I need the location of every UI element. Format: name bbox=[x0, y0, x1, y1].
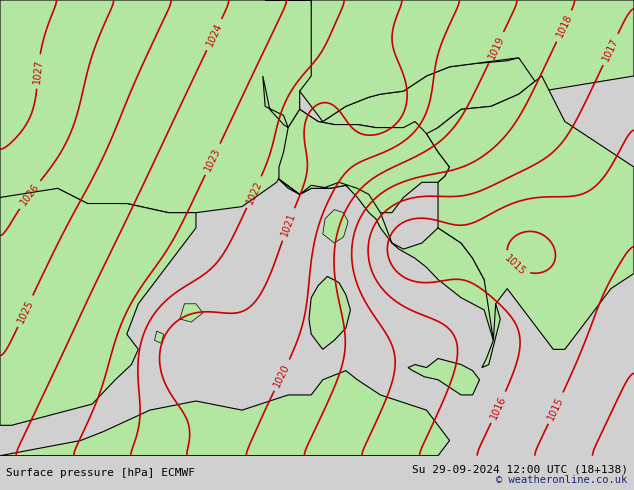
Text: 1023: 1023 bbox=[203, 146, 223, 172]
Text: 1017: 1017 bbox=[601, 36, 620, 63]
Text: Su 29-09-2024 12:00 UTC (18+138): Su 29-09-2024 12:00 UTC (18+138) bbox=[411, 465, 628, 474]
Polygon shape bbox=[408, 359, 479, 395]
Polygon shape bbox=[279, 179, 500, 368]
Text: 1019: 1019 bbox=[486, 34, 506, 61]
Polygon shape bbox=[323, 210, 348, 243]
Polygon shape bbox=[427, 76, 634, 349]
Text: 1015: 1015 bbox=[502, 253, 527, 277]
Text: Surface pressure [hPa] ECMWF: Surface pressure [hPa] ECMWF bbox=[6, 467, 195, 478]
Polygon shape bbox=[279, 109, 450, 213]
Text: 1018: 1018 bbox=[554, 13, 574, 39]
Text: 1026: 1026 bbox=[18, 182, 41, 208]
Polygon shape bbox=[0, 0, 316, 213]
Polygon shape bbox=[265, 0, 634, 122]
Polygon shape bbox=[155, 331, 164, 343]
Polygon shape bbox=[180, 304, 203, 322]
Text: 1022: 1022 bbox=[244, 179, 264, 205]
Polygon shape bbox=[0, 370, 450, 456]
Text: 1025: 1025 bbox=[15, 298, 35, 324]
Text: 1020: 1020 bbox=[272, 362, 292, 389]
Polygon shape bbox=[309, 276, 351, 349]
Text: © weatheronline.co.uk: © weatheronline.co.uk bbox=[496, 475, 628, 485]
Polygon shape bbox=[263, 58, 542, 137]
Text: 1016: 1016 bbox=[489, 394, 508, 420]
Polygon shape bbox=[0, 188, 196, 425]
Text: 1027: 1027 bbox=[32, 59, 44, 84]
Text: 1021: 1021 bbox=[280, 211, 297, 238]
Text: 1015: 1015 bbox=[546, 395, 566, 421]
Text: 1024: 1024 bbox=[204, 21, 224, 48]
